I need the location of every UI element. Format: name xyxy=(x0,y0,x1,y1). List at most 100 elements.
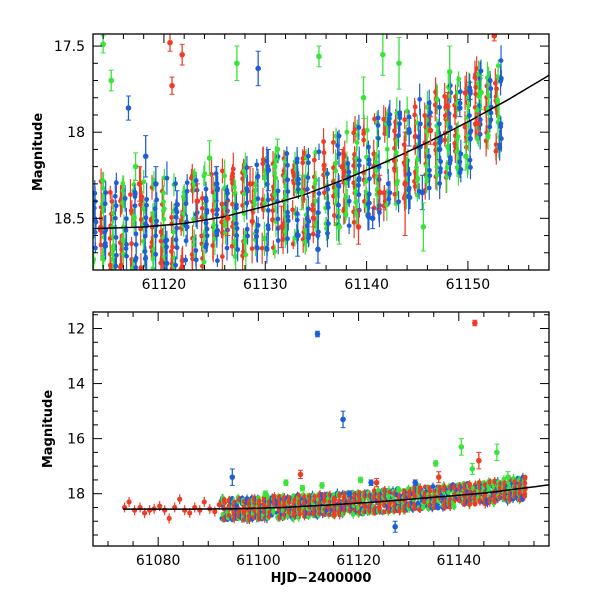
data-point xyxy=(165,269,167,270)
data-point xyxy=(88,239,93,244)
data-point xyxy=(336,202,341,208)
series-blue xyxy=(125,50,473,264)
data-point xyxy=(120,238,126,244)
data-point xyxy=(133,242,139,247)
data-point xyxy=(424,104,430,110)
data-point xyxy=(377,505,382,511)
data-point xyxy=(404,108,410,114)
data-point xyxy=(255,196,261,202)
x-tick-label: 61120 xyxy=(142,277,187,293)
data-point xyxy=(243,238,249,244)
data-point xyxy=(305,160,311,166)
data-point xyxy=(294,232,301,239)
data-point xyxy=(373,168,379,173)
data-point xyxy=(290,207,296,213)
data-point xyxy=(387,112,393,118)
data-point xyxy=(167,39,173,46)
data-point xyxy=(478,89,484,96)
data-point xyxy=(346,198,352,204)
data-point xyxy=(367,176,372,182)
data-point xyxy=(474,66,480,71)
data-point xyxy=(442,93,448,99)
data-point xyxy=(161,199,166,205)
data-point xyxy=(336,184,342,189)
data-point xyxy=(426,185,432,191)
data-point xyxy=(179,51,185,58)
data-point xyxy=(462,124,468,130)
data-point xyxy=(393,151,399,157)
data-point xyxy=(402,181,408,187)
data-point xyxy=(305,206,311,212)
data-point xyxy=(472,496,478,502)
data-point xyxy=(316,210,321,216)
data-point xyxy=(346,169,352,175)
data-point xyxy=(336,224,343,230)
data-point xyxy=(183,257,189,263)
data-point xyxy=(414,177,420,183)
data-point xyxy=(355,224,362,230)
data-point xyxy=(446,69,453,75)
data-point xyxy=(131,271,136,276)
data-point xyxy=(330,140,336,145)
data-point xyxy=(88,267,93,272)
data-point xyxy=(375,123,381,128)
data-point xyxy=(143,221,148,227)
data-point xyxy=(204,207,210,213)
data-point xyxy=(397,115,403,121)
data-point xyxy=(229,243,235,249)
data-point xyxy=(292,497,298,503)
data-point xyxy=(204,226,210,232)
data-point xyxy=(356,192,362,198)
data-point xyxy=(343,212,348,218)
data-point xyxy=(285,236,290,242)
data-point xyxy=(107,262,113,268)
data-point xyxy=(451,503,456,509)
data-point xyxy=(457,159,463,165)
data-point xyxy=(125,105,132,111)
data-point xyxy=(158,260,164,266)
data-point xyxy=(384,202,390,208)
data-point xyxy=(316,191,322,196)
data-point xyxy=(417,96,423,102)
data-point xyxy=(342,153,348,159)
data-point xyxy=(351,130,357,136)
data-point xyxy=(132,189,138,195)
series-red xyxy=(136,34,498,249)
data-point xyxy=(360,94,367,101)
data-point xyxy=(132,203,138,209)
y-tick-label: 17.5 xyxy=(54,39,85,55)
data-point xyxy=(214,258,220,264)
data-point xyxy=(497,145,503,151)
data-point xyxy=(382,509,387,515)
data-point xyxy=(325,171,330,177)
data-point xyxy=(234,60,240,67)
data-point xyxy=(230,171,236,177)
data-point xyxy=(206,155,213,161)
data-point xyxy=(414,157,420,163)
data-point xyxy=(426,154,432,159)
data-point xyxy=(111,210,116,216)
data-point xyxy=(351,219,357,225)
data-point xyxy=(93,229,98,235)
data-point xyxy=(255,174,260,180)
data-point xyxy=(174,225,180,231)
data-point xyxy=(306,232,312,238)
data-point xyxy=(487,479,493,485)
data-point xyxy=(296,493,302,498)
data-point xyxy=(436,121,442,127)
data-point xyxy=(173,181,178,187)
data-point xyxy=(446,489,451,495)
data-point xyxy=(321,163,327,169)
data-point xyxy=(366,191,372,197)
data-point xyxy=(372,116,377,122)
data-point xyxy=(335,143,341,148)
data-point xyxy=(313,177,319,183)
data-point xyxy=(343,194,349,200)
data-point xyxy=(422,113,428,118)
y-tick-label: 18 xyxy=(67,125,85,141)
top-panel: 61120 61130 61140 61150 17.5 18 18.5 Magnitude xyxy=(31,33,550,293)
data-point xyxy=(345,161,351,166)
data-point xyxy=(467,113,472,118)
data-point xyxy=(244,186,250,191)
data-point xyxy=(138,226,144,232)
